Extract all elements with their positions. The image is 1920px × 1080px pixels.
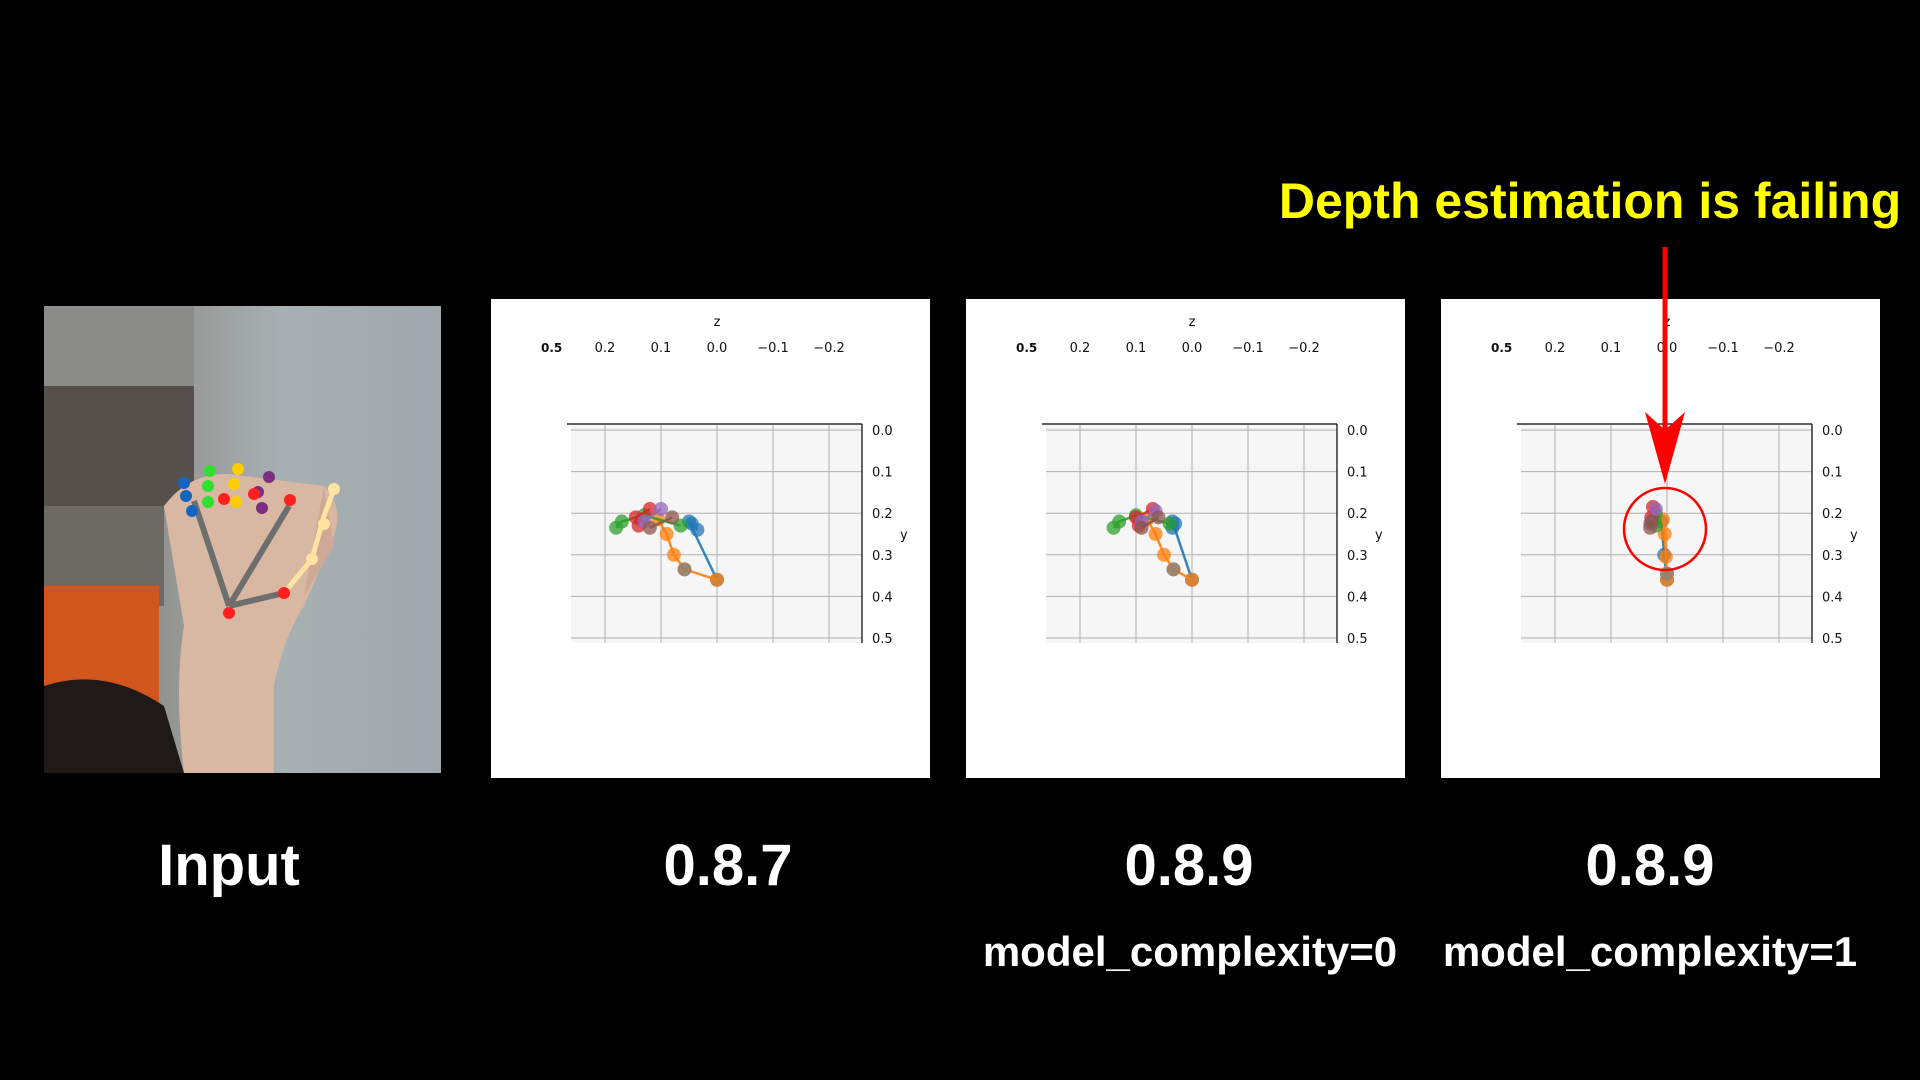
data-point [1166, 562, 1181, 577]
x-tick-label: 0.0 [707, 341, 728, 356]
y-tick-label: 0.2 [872, 507, 893, 522]
y-tick-label: 0.0 [1347, 424, 1368, 439]
caption-input: Input [158, 833, 300, 898]
input-image [44, 306, 441, 773]
y-tick-label: 0.3 [872, 549, 893, 564]
data-point [690, 522, 705, 537]
x-tick-label: −0.1 [757, 341, 789, 356]
overlapping-axis-label: 0.5 [1491, 341, 1512, 355]
y-tick-label: 0.5 [1822, 632, 1843, 647]
data-point [1151, 510, 1166, 525]
scatter-plot: 0.2 0.1 0.0 −0.1 −0.2 0.0 0.1 0.2 0.3 0.4 0.5 z y 0.5 [541, 315, 908, 647]
x-tick-label: 0.2 [1545, 341, 1566, 356]
y-tick-label: 0.1 [1347, 466, 1368, 481]
subcaption-mc1: model_complexity=1 [1442, 928, 1858, 975]
x-tick-label: −0.2 [813, 341, 845, 356]
data-point [642, 520, 657, 535]
subcaption-mc0: model_complexity=0 [982, 928, 1398, 975]
data-point [1106, 520, 1121, 535]
data-point [1162, 516, 1177, 531]
y-tick-label: 0.4 [872, 590, 893, 605]
plot-panel-0-8-9-mc0: 0.2 0.1 0.0 −0.1 −0.2 0.0 0.1 0.2 0.3 0.4 0.5 z y 0.5 [966, 299, 1405, 778]
scatter-plot: 0.2 0.1 0.0 −0.1 −0.2 0.0 0.1 0.2 0.3 0.4 0.5 z y 0.5 [1491, 315, 1858, 647]
caption-0-8-7: 0.8.7 [663, 833, 793, 898]
y-axis-label: y [1375, 528, 1383, 543]
data-point [1134, 520, 1149, 535]
data-point [710, 572, 724, 587]
data-point [609, 520, 624, 535]
x-tick-label: 0.2 [595, 341, 616, 356]
x-tick-label: −0.2 [1763, 341, 1795, 356]
y-axis-label: y [900, 528, 908, 543]
data-point [1644, 514, 1659, 529]
hand-photo [44, 306, 340, 773]
y-tick-label: 0.1 [872, 466, 893, 481]
x-axis-label: z [714, 315, 721, 330]
x-tick-label: −0.1 [1232, 341, 1264, 356]
x-tick-label: 0.1 [651, 341, 672, 356]
y-tick-label: 0.2 [1347, 507, 1368, 522]
data-point [642, 502, 657, 517]
plot-panel-0-8-9-mc1: 0.2 0.1 0.0 −0.1 −0.2 0.0 0.1 0.2 0.3 0.4 0.5 z y 0.5 [1441, 299, 1880, 778]
y-tick-label: 0.5 [1347, 632, 1368, 647]
y-tick-label: 0.2 [1822, 507, 1843, 522]
scatter-plot: 0.2 0.1 0.0 −0.1 −0.2 0.0 0.1 0.2 0.3 0.4 0.5 z y 0.5 [1016, 315, 1383, 647]
data-point [665, 510, 680, 525]
y-tick-label: 0.0 [872, 424, 893, 439]
y-tick-label: 0.4 [1347, 590, 1368, 605]
data-point [654, 502, 668, 517]
x-axis-label: z [1189, 315, 1196, 330]
data-point [666, 547, 681, 562]
y-tick-label: 0.5 [872, 632, 893, 647]
data-point [1660, 566, 1674, 581]
x-axis-label: z [1664, 315, 1671, 330]
x-tick-label: 0.1 [1126, 341, 1147, 356]
overlapping-axis-label: 0.5 [541, 341, 562, 355]
x-tick-label: 0.1 [1601, 341, 1622, 356]
y-tick-label: 0.1 [1822, 466, 1843, 481]
data-point [677, 562, 692, 577]
caption-0-8-9-mc0: 0.8.9 [1124, 833, 1254, 898]
caption-0-8-9-mc1: 0.8.9 [1585, 833, 1715, 898]
headline-annotation: Depth estimation is failing [1278, 173, 1902, 229]
x-tick-label: −0.1 [1707, 341, 1739, 356]
data-point [659, 527, 674, 541]
overlapping-axis-label: 0.5 [1016, 341, 1037, 355]
y-tick-label: 0.4 [1822, 590, 1843, 605]
y-axis-label: y [1850, 528, 1858, 543]
plot-panel-0-8-7: 0.2 0.1 0.0 −0.1 −0.2 0.0 0.1 0.2 0.3 0.4 0.5 z y 0.5 [491, 299, 930, 778]
x-tick-label: 0.0 [1657, 341, 1678, 356]
y-tick-label: 0.3 [1822, 549, 1843, 564]
data-point [1185, 572, 1199, 587]
y-tick-label: 0.0 [1822, 424, 1843, 439]
x-tick-label: 0.0 [1182, 341, 1203, 356]
data-point [1157, 547, 1171, 562]
data-point [1648, 502, 1663, 517]
data-point [1658, 549, 1673, 564]
x-tick-label: −0.2 [1288, 341, 1320, 356]
y-tick-label: 0.3 [1347, 549, 1368, 564]
data-point [1148, 527, 1163, 541]
x-tick-label: 0.2 [1070, 341, 1091, 356]
